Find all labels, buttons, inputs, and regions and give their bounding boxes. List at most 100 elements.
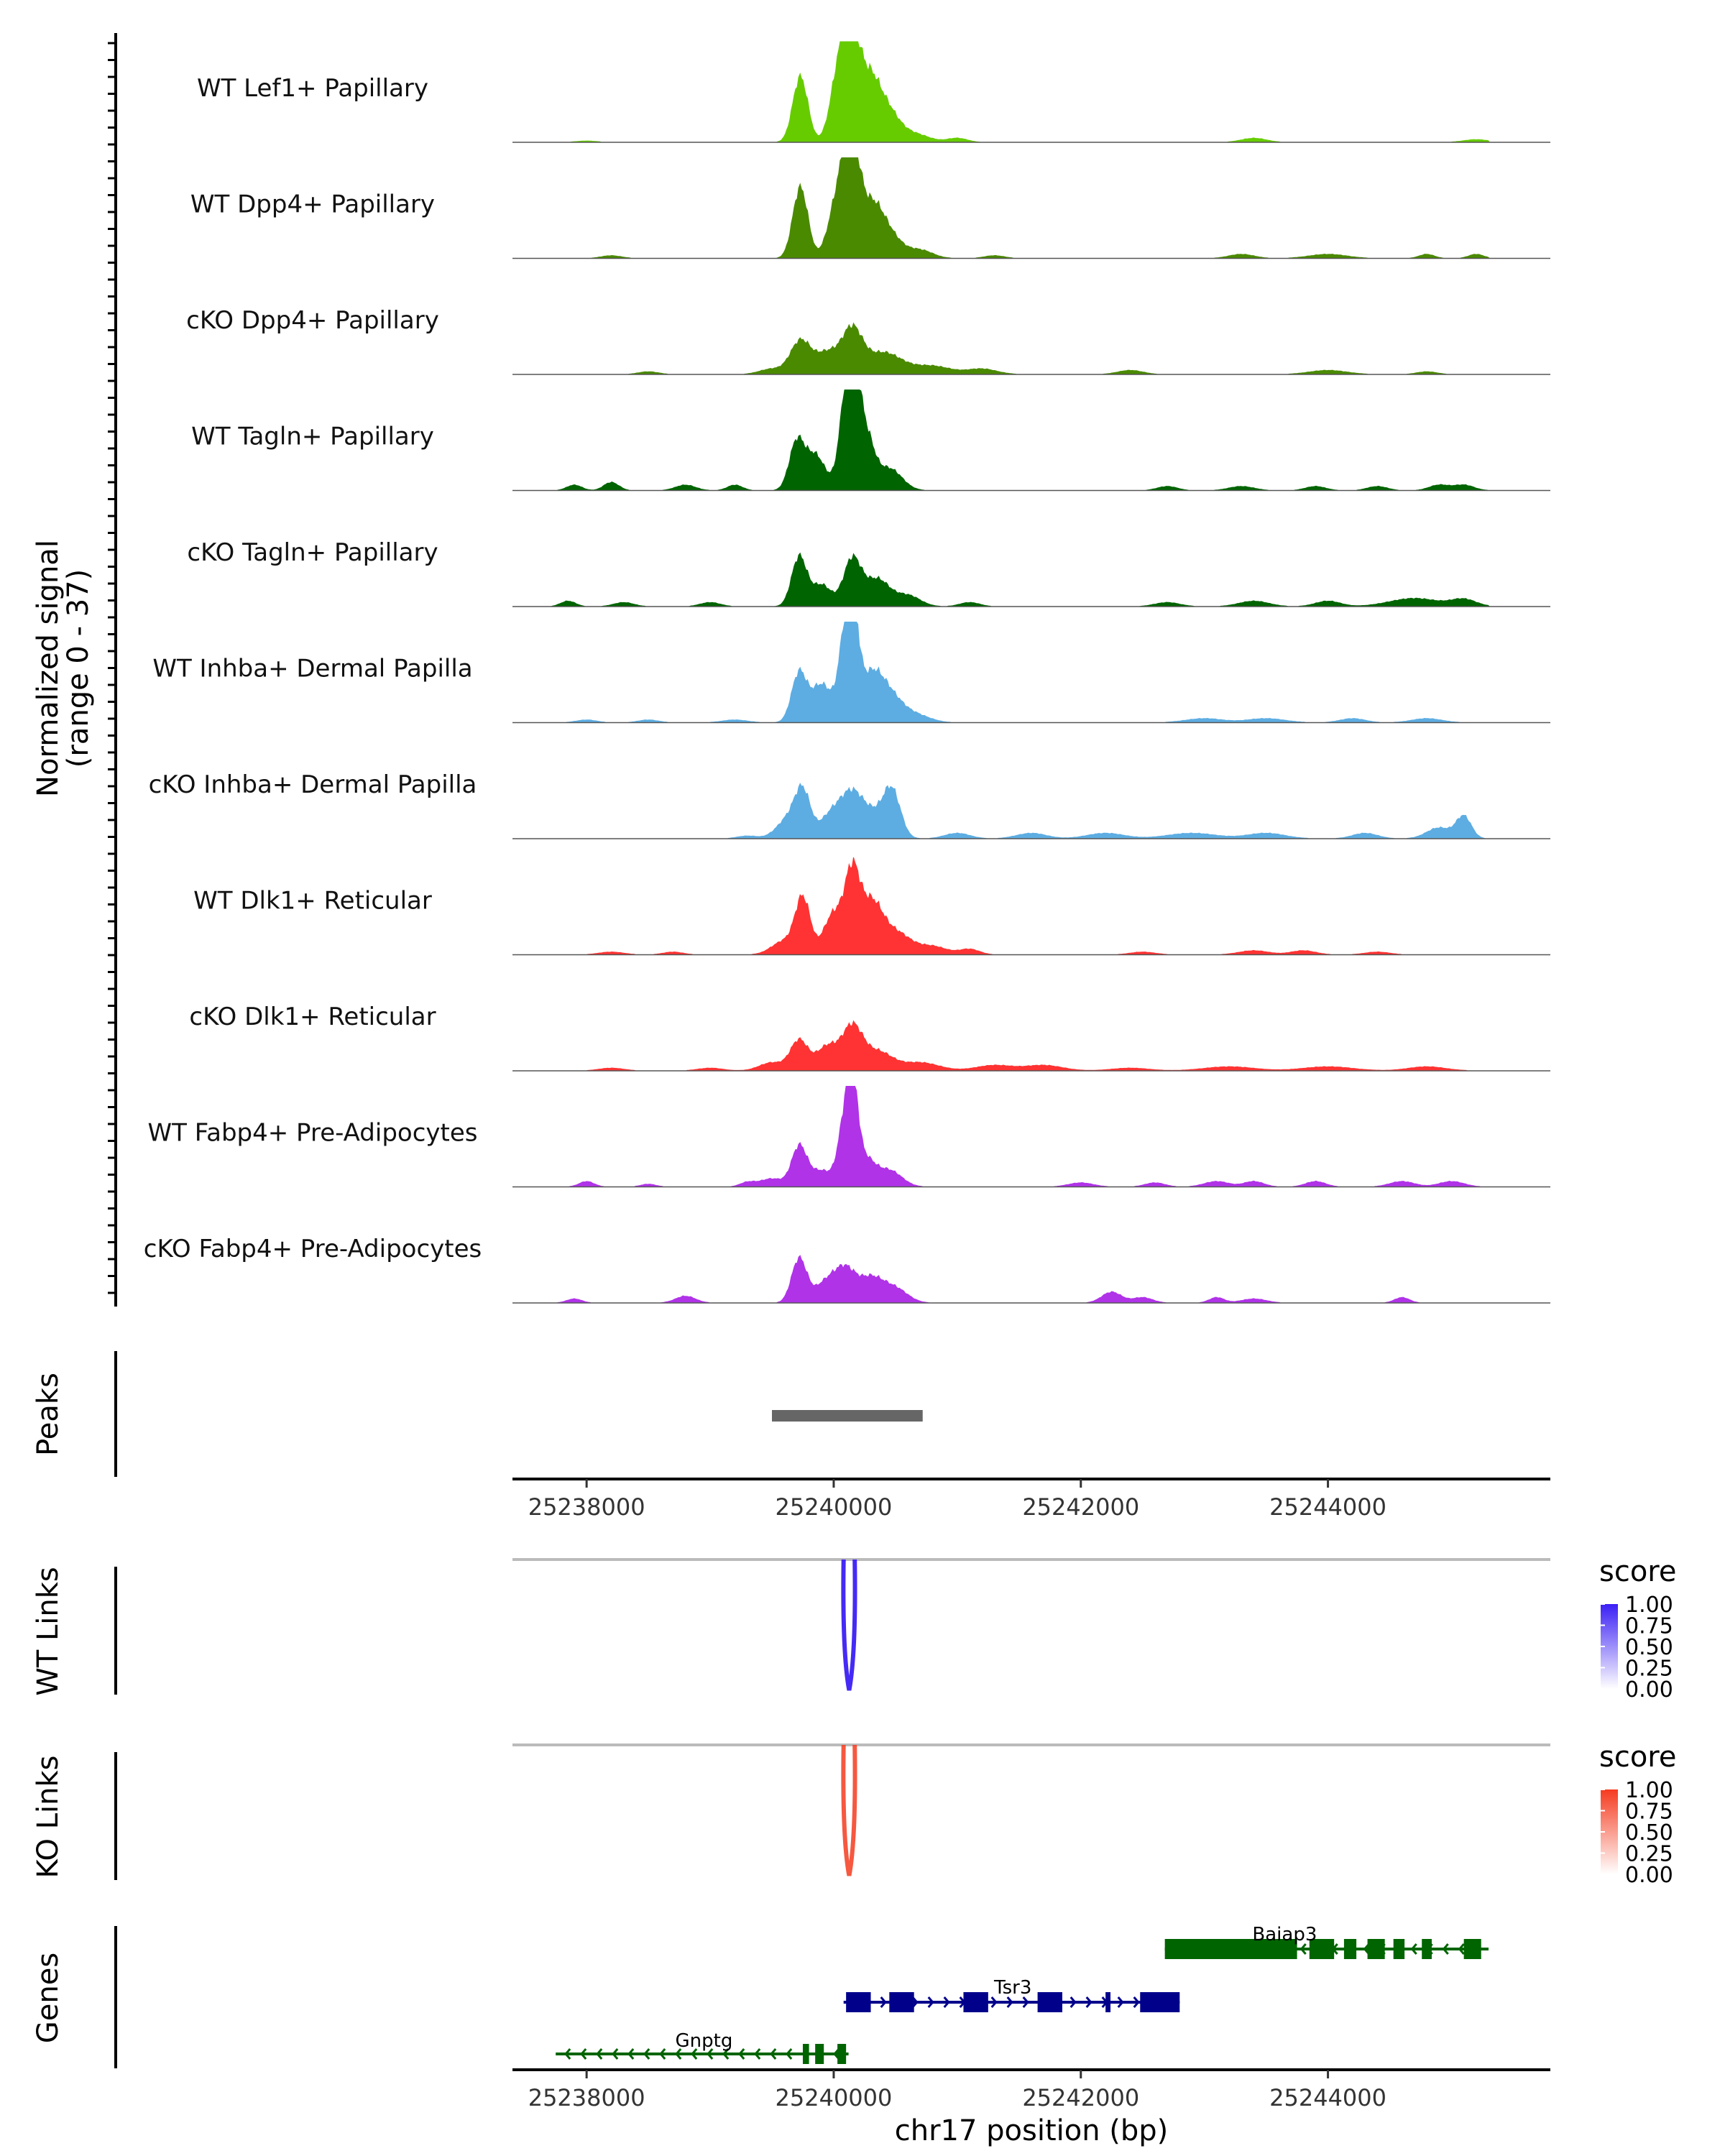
coverage-y-axis-title: Normalized signal (32, 540, 65, 797)
strand-arrow (1300, 1943, 1307, 1955)
gene-exon (802, 2044, 809, 2064)
links-panel: KO Links score 1.000.750.500.250.00 (32, 1741, 1676, 1888)
strand-arrow (1022, 1996, 1029, 2008)
gene-label: Gnptg (676, 2030, 733, 2052)
legend-title: score (1599, 1555, 1676, 1588)
x-axis-title: chr17 position (bp) (895, 2114, 1169, 2147)
track-label: WT Tagln+ Papillary (191, 423, 434, 451)
strand-arrow (1458, 1943, 1465, 1955)
coverage-area (512, 157, 1550, 259)
gene-model: Baiap3 (1164, 1924, 1489, 1959)
gene-exon (815, 2044, 824, 2064)
coverage-track: cKO Dlk1+ Reticular (189, 1003, 1550, 1072)
legend-tick-label: 0.75 (1625, 1800, 1673, 1825)
coverage-track: WT Dlk1+ Reticular (193, 857, 1550, 956)
coverage-area (512, 552, 1550, 607)
coverage-area (512, 783, 1550, 839)
coverage-panel: Normalized signal (range 0 - 37) WT Lef1… (32, 33, 1550, 1307)
coverage-area (512, 41, 1550, 143)
track-label: WT Lef1+ Papillary (197, 74, 428, 103)
track-label: cKO Tagln+ Papillary (187, 538, 438, 567)
gene-exon (1343, 1939, 1357, 1959)
legend-tick-label: 0.00 (1625, 1863, 1673, 1888)
peak-region (772, 1410, 923, 1422)
x-tick-label: 25238000 (528, 2084, 645, 2111)
gene-exon (1309, 1939, 1335, 1959)
x-tick-label: 25242000 (1022, 2084, 1139, 2111)
strand-arrow (754, 2048, 761, 2060)
gene-exon (1367, 1939, 1385, 1959)
track-label: WT Dpp4+ Papillary (190, 190, 435, 219)
links-label: WT Links (32, 1567, 65, 1695)
genes-label: Genes (32, 1953, 65, 2043)
coverage-area (512, 857, 1550, 955)
track-label: cKO Fabp4+ Pre-Adipocytes (144, 1235, 482, 1263)
peaks-label: Peaks (32, 1373, 65, 1456)
strand-arrow (707, 2048, 714, 2060)
strand-arrow (1070, 1996, 1077, 2008)
gene-models: Baiap3 Tsr3 Gnptg (556, 1924, 1489, 2064)
x-tick-label: 25238000 (528, 1493, 645, 1521)
coverage-area (512, 1086, 1550, 1187)
coverage-y-axis-subtitle: (range 0 - 37) (62, 569, 95, 768)
track-label: cKO Dpp4+ Papillary (186, 306, 439, 335)
strand-arrow (1410, 1943, 1417, 1955)
coverage-track: WT Dpp4+ Papillary (190, 157, 1550, 259)
link-arc (841, 1559, 857, 1691)
coverage-area (512, 622, 1550, 723)
peak-regions (772, 1410, 923, 1422)
strand-arrow (1442, 1943, 1449, 1955)
legend-tick-label: 0.00 (1625, 1677, 1673, 1703)
gene-exon (1422, 1939, 1432, 1959)
gene-exon (1105, 1992, 1111, 2012)
x-axis-top-ticks: 25238000 25240000 25242000 25244000 (528, 1479, 1386, 1521)
links-label: KO Links (32, 1756, 65, 1879)
strand-arrow (943, 1996, 950, 2008)
gene-label: Tsr3 (993, 1977, 1031, 1999)
coverage-track: WT Inhba+ Dermal Papilla (152, 622, 1550, 724)
x-tick-label: 25244000 (1269, 1493, 1386, 1521)
coverage-track: cKO Inhba+ Dermal Papilla (149, 770, 1550, 839)
strand-arrow (770, 2048, 777, 2060)
strand-arrow (659, 2048, 666, 2060)
links-panel: WT Links score 1.000.750.500.250.00 (32, 1555, 1676, 1703)
strand-arrow (786, 2048, 793, 2060)
x-axis-bottom-ticks: 25238000 25240000 25242000 25244000 (528, 2070, 1386, 2111)
legend-tick-label: 1.00 (1625, 1778, 1673, 1803)
strand-arrow (1006, 1996, 1013, 2008)
strand-arrow (564, 2048, 571, 2060)
gene-exon (846, 1992, 871, 2012)
link-arc (841, 1744, 857, 1876)
coverage-y-ticks (108, 42, 116, 1294)
x-tick-label: 25244000 (1269, 2084, 1386, 2111)
coverage-area (512, 390, 1550, 491)
peaks-panel: Peaks 25238000 25240000 25242000 25244000 (32, 1351, 1550, 1521)
strand-arrow (1085, 1996, 1092, 2008)
track-label: WT Dlk1+ Reticular (193, 887, 432, 916)
gene-exon (1393, 1939, 1405, 1959)
coverage-track: WT Lef1+ Papillary (197, 41, 1550, 143)
legend-tick-label: 0.25 (1625, 1842, 1673, 1867)
gene-exon (1140, 1992, 1180, 2012)
gene-exon (889, 1992, 914, 2012)
x-tick-label: 25240000 (776, 2084, 893, 2111)
strand-arrow (1117, 1996, 1124, 2008)
legend-tick-label: 0.25 (1625, 1657, 1673, 1682)
x-tick-label: 25242000 (1022, 1493, 1139, 1521)
gene-model: Gnptg (556, 2030, 849, 2064)
strand-arrow (643, 2048, 650, 2060)
strand-arrow (580, 2048, 587, 2060)
coverage-area (512, 322, 1550, 375)
x-tick-label: 25240000 (776, 1493, 893, 1521)
coverage-track: cKO Fabp4+ Pre-Adipocytes (144, 1235, 1550, 1304)
legend-tick-label: 0.50 (1625, 1820, 1673, 1846)
strand-arrow (990, 1996, 998, 2008)
strand-arrow (911, 1996, 919, 2008)
strand-arrow (722, 2048, 730, 2060)
coverage-track: WT Fabp4+ Pre-Adipocytes (148, 1086, 1550, 1188)
strand-arrow (927, 1996, 934, 2008)
coverage-area (512, 1020, 1550, 1072)
